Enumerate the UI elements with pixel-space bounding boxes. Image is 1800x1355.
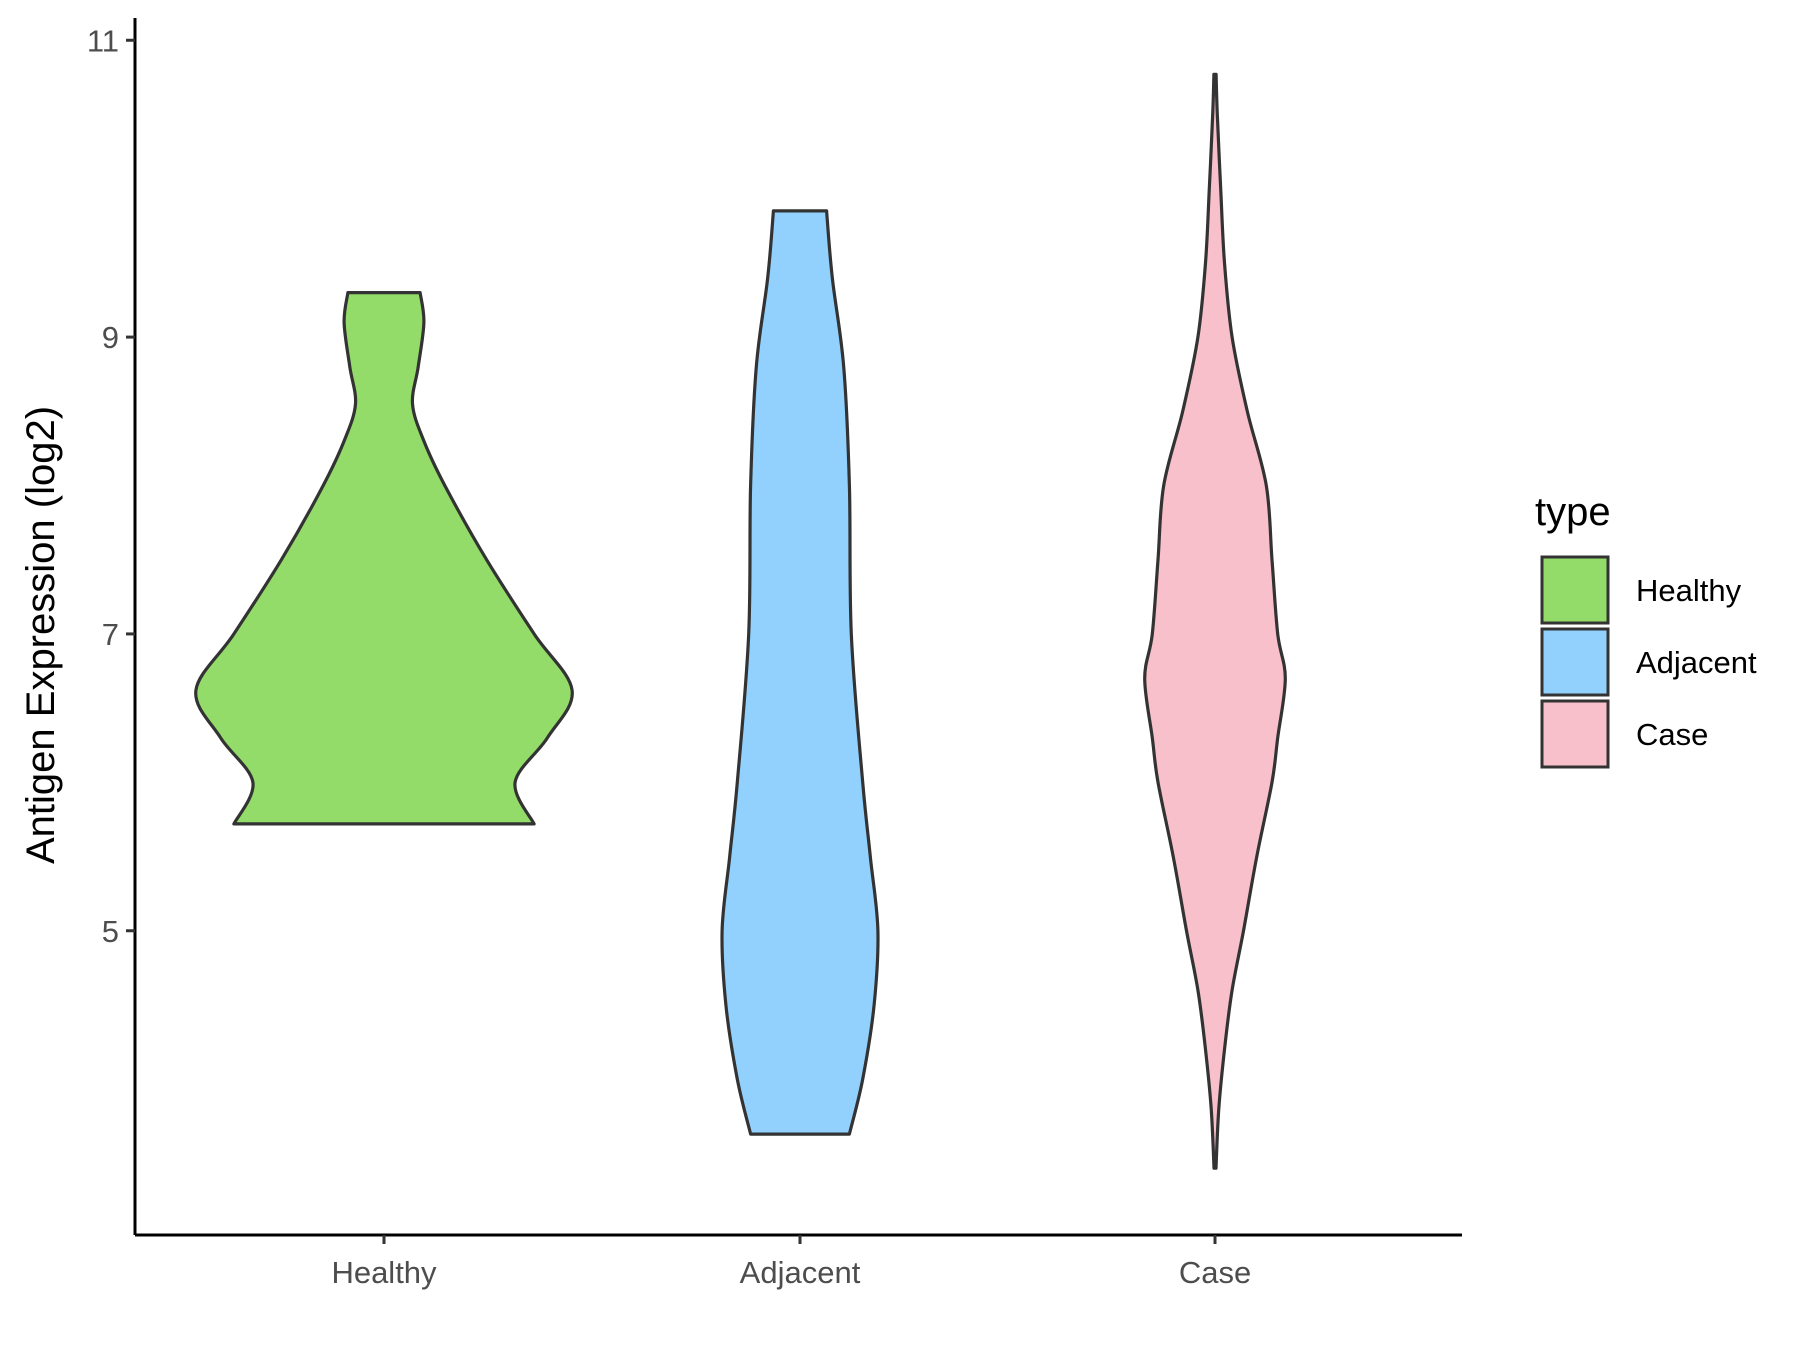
plot-area [194, 72, 1287, 1170]
legend-key-case [1540, 699, 1610, 769]
axes: 5 7 9 11 Healthy Adjacent Case [87, 18, 1462, 1290]
violin-adjacent [720, 209, 880, 1136]
legend-label-case: Case [1636, 717, 1708, 752]
legend-key-adjacent [1540, 627, 1610, 697]
legend-title: type [1535, 490, 1611, 534]
y-tick-label: 11 [87, 23, 119, 58]
violin-case [1143, 72, 1287, 1170]
violin-healthy [194, 291, 574, 826]
legend: type Healthy Adjacent Case [1535, 490, 1757, 769]
legend-key-healthy [1540, 555, 1610, 625]
legend-label-healthy: Healthy [1636, 573, 1742, 608]
x-tick-label: Adjacent [740, 1255, 861, 1290]
x-tick-label: Healthy [331, 1255, 437, 1290]
y-tick-label: 9 [102, 320, 119, 355]
y-axis-title: Antigen Expression (log2) [19, 406, 63, 864]
y-tick-label: 7 [102, 617, 119, 652]
x-tick-label: Case [1179, 1255, 1251, 1290]
legend-label-adjacent: Adjacent [1636, 645, 1757, 680]
y-tick-label: 5 [102, 914, 119, 949]
